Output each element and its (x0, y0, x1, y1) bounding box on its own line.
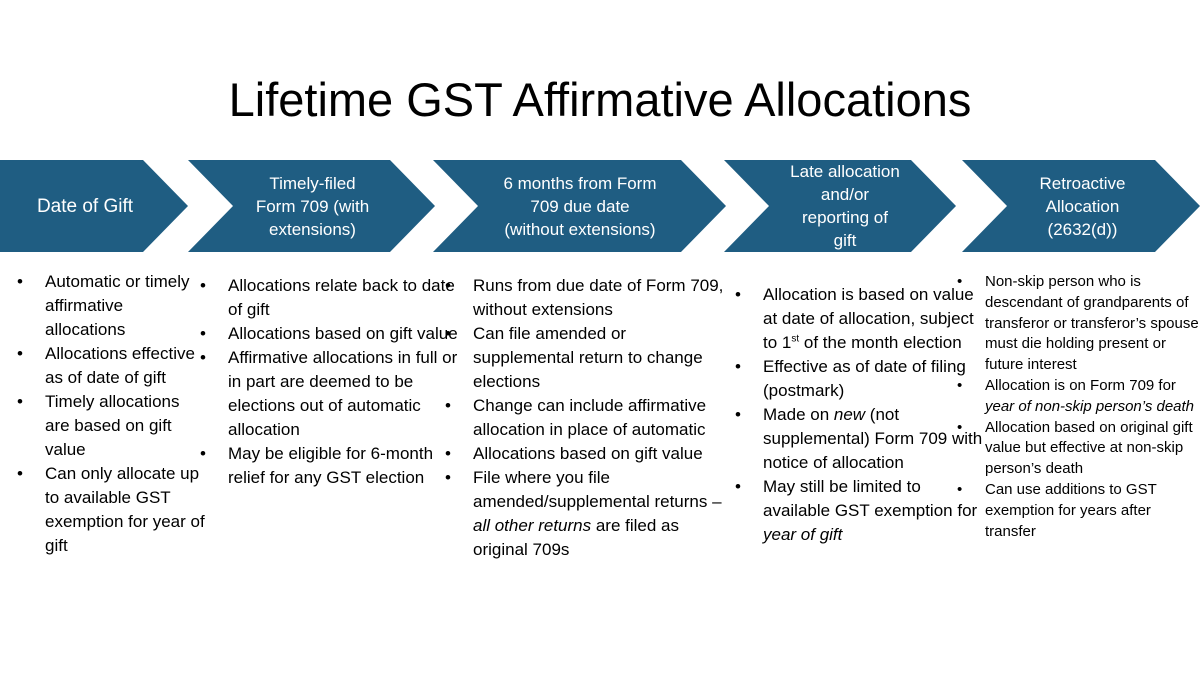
bullet-item: Effective as of date of filing (postmark… (735, 355, 983, 403)
process-arrows (0, 160, 1200, 252)
bullet-item: Automatic or timely affirmative allocati… (17, 270, 205, 342)
stage-label-5: Retroactive Allocation (2632(d)) (1039, 173, 1126, 239)
stage-arrow-4 (724, 160, 956, 252)
bullet-item: Allocations based on gift value (200, 322, 460, 346)
stage-arrow-2 (188, 160, 435, 252)
bullet-list-timely-filed: Allocations relate back to date of gift … (200, 274, 460, 490)
bullet-item: Allocations effective as of date of gift (17, 342, 205, 390)
bullet-item: Allocations relate back to date of gift (200, 274, 460, 322)
bullet-list-six-months: Runs from due date of Form 709, without … (445, 274, 728, 562)
bullet-item: Change can include affirmative allocatio… (445, 394, 728, 442)
bullet-item: Non-skip person who is descendant of gra… (957, 272, 1200, 376)
bullet-item: File where you file amended/supplemental… (445, 466, 728, 562)
stage-arrow-3 (433, 160, 726, 252)
stage-label-1: Date of Gift (36, 195, 134, 217)
bullet-item: Can file amended or supplemental return … (445, 322, 728, 394)
bullet-item: Affirmative allocations in full or in pa… (200, 346, 460, 442)
stage-label-3: 6 months from Form 709 due date (without e… (503, 173, 657, 239)
bullet-list-date-of-gift: Automatic or timely affirmative allocati… (17, 270, 205, 558)
bullet-item: May be eligible for 6-month relief for a… (200, 442, 460, 490)
stage-arrow-5 (962, 160, 1200, 252)
page-title: Lifetime GST Affirmative Allocations (228, 73, 972, 126)
stage-label-4: Late allocation and/or reporting of gift (790, 162, 900, 250)
bullet-item: Allocation is on Form 709 for year of no… (957, 376, 1200, 418)
stage-arrow-1 (0, 160, 188, 252)
bullet-item: Made on new (not supplemental) Form 709 … (735, 403, 983, 475)
stage-label-2: Timely-filed Form 709 (with extensions) (255, 173, 370, 239)
bullet-item: Allocations based on gift value (445, 442, 728, 466)
bullet-item: Runs from due date of Form 709, without … (445, 274, 728, 322)
bullet-item: Can use additions to GST exemption for y… (957, 480, 1200, 542)
bullet-item: May still be limited to available GST ex… (735, 475, 983, 547)
bullet-item: Timely allocations are based on gift val… (17, 390, 205, 462)
bullet-list-late-allocation: Allocation is based on value at date of … (735, 283, 983, 547)
bullet-list-retroactive: Non-skip person who is descendant of gra… (957, 272, 1200, 542)
bullet-item: Allocation is based on value at date of … (735, 283, 983, 355)
bullet-item: Can only allocate up to available GST ex… (17, 462, 205, 558)
bullet-item: Allocation based on original gift value … (957, 418, 1200, 480)
